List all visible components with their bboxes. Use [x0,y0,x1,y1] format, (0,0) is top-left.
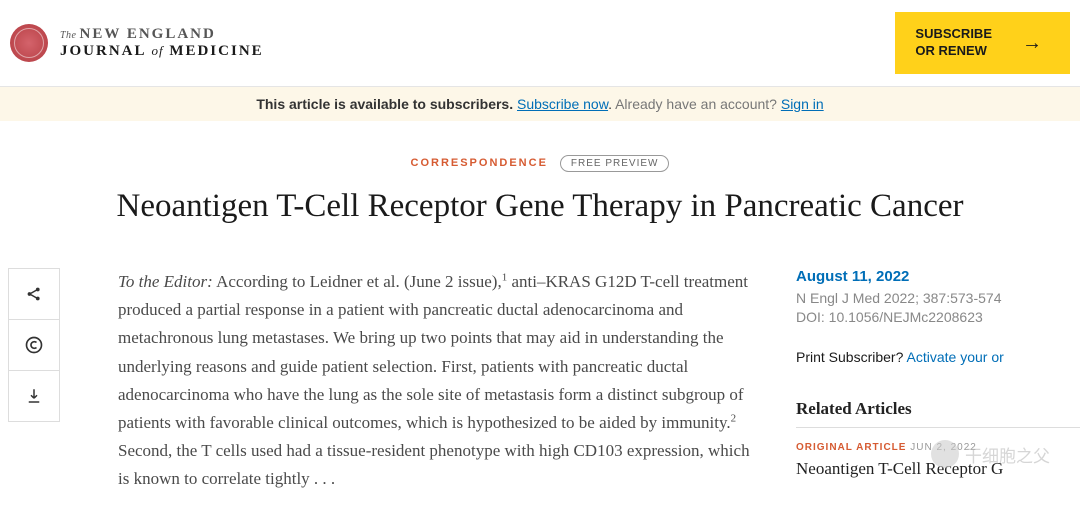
body-t1: According to Leidner et al. (June 2 issu… [213,272,502,291]
citation: N Engl J Med 2022; 387:573-574 [796,289,1080,309]
content-row: To the Editor: According to Leidner et a… [0,268,1080,492]
subscribe-label: SUBSCRIBE OR RENEW [915,26,992,60]
body-paragraph: To the Editor: According to Leidner et a… [118,268,756,492]
article-tags: CORRESPONDENCE FREE PREVIEW [0,153,1080,171]
download-icon[interactable] [8,370,60,422]
journal-line3b: MEDICINE [169,43,263,59]
tag-free-preview: FREE PREVIEW [560,155,670,172]
copyright-icon[interactable] [8,319,60,371]
subscribe-now-link[interactable]: Subscribe now [517,96,608,112]
subscribe-button[interactable]: SUBSCRIBE OR RENEW → [895,12,1070,74]
journal-of: of [151,43,163,58]
journal-seal-icon [10,24,48,62]
sign-in-link[interactable]: Sign in [781,96,824,112]
tag-correspondence: CORRESPONDENCE [411,157,548,169]
article-body: To the Editor: According to Leidner et a… [76,268,786,492]
activate-link[interactable]: Activate your or [907,349,1004,365]
related-meta: ORIGINAL ARTICLE JUN 2, 2022 [796,442,1080,453]
journal-name: The NEW ENGLAND JOURNAL of MEDICINE [60,26,264,61]
related-type: ORIGINAL ARTICLE [796,442,906,453]
notice-have-account: Already have an account? [615,96,781,112]
article-sidebar: August 11, 2022 N Engl J Med 2022; 387:5… [786,268,1080,492]
doi: DOI: 10.1056/NEJMc2208623 [796,309,1080,325]
body-t3: Second, the T cells used had a tissue-re… [118,441,750,488]
share-icon[interactable] [8,268,60,320]
subscribe-line2: OR RENEW [915,43,992,60]
print-subscriber: Print Subscriber? Activate your or [796,349,1080,365]
subscribe-line1: SUBSCRIBE [915,26,992,43]
body-t2: anti–KRAS G12D T-cell treatment produced… [118,272,748,431]
article-title: Neoantigen T-Cell Receptor Gene Therapy … [0,187,1080,227]
related-articles-header: Related Articles [796,399,1080,428]
subscriber-notice: This article is available to subscribers… [0,87,1080,121]
site-header: The NEW ENGLAND JOURNAL of MEDICINE SUBS… [0,0,1080,87]
ref-2[interactable]: 2 [731,412,737,424]
related-date: JUN 2, 2022 [910,442,977,453]
related-title[interactable]: Neoantigen T-Cell Receptor G [796,459,1080,479]
journal-line2: NEW ENGLAND [80,26,216,42]
journal-line3a: JOURNAL [60,43,146,59]
journal-prefix: The [60,30,77,41]
print-label: Print Subscriber? [796,349,907,365]
social-rail [8,268,76,492]
arrow-right-icon: → [1022,30,1042,56]
notice-lead: This article is available to subscribers… [256,96,513,112]
editor-prefix: To the Editor: [118,272,213,291]
brand[interactable]: The NEW ENGLAND JOURNAL of MEDICINE [10,24,264,62]
publication-date: August 11, 2022 [796,268,1080,285]
